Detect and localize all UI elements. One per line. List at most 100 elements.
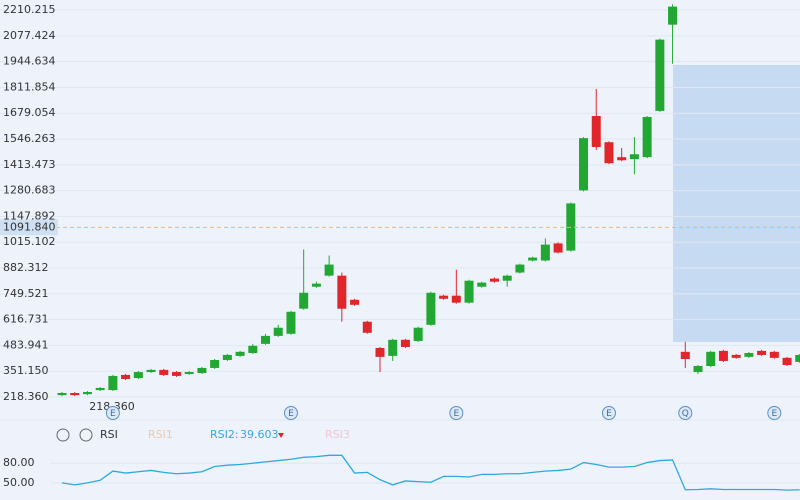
dropdown-arrow[interactable] [278,433,284,438]
y-tick-label: 1147.892 [3,209,56,222]
y-tick-label: 483.941 [3,338,49,351]
y-tick-label: 50.00 [3,476,35,489]
candle-body [400,339,410,347]
candle-body [706,351,716,367]
candle-body [273,327,283,336]
candle-body [70,393,80,396]
candle-body [782,357,792,366]
legend-entry[interactable]: RSI2: [210,428,239,441]
candle-body [604,142,614,164]
rsi-line [61,454,800,491]
candle-body [375,347,385,357]
y-tick-label: 1944.634 [3,55,56,68]
y-tick-label: 616.731 [3,313,49,326]
legend-entry[interactable]: RSI1 [148,428,173,441]
candle-body [528,257,538,261]
candle-body [477,282,487,287]
candle-body [413,327,423,341]
close-icon[interactable] [79,428,93,442]
y-tick-label: 218.360 [3,390,49,403]
candle-body [718,350,728,361]
candle-body [451,295,461,303]
candle-body [362,321,372,333]
candle-body [159,369,169,375]
selection-box [673,65,800,342]
candle-body [769,351,779,358]
candle-body [744,352,754,357]
candle-body [95,387,105,391]
y-tick-label: 80.00 [3,456,35,469]
candle-body [133,372,143,379]
candle-body [439,295,449,299]
event-marker[interactable] [678,406,693,420]
y-tick-label: 1546.263 [3,132,56,145]
candle-body [235,351,245,356]
event-label[interactable]: E [288,409,294,419]
candle-body [311,283,321,287]
y-tick-label: 1280.683 [3,184,56,197]
y-tick-label: 2210.215 [3,3,56,16]
event-label[interactable]: E [110,409,116,419]
candle-body [210,359,220,368]
candle-body [795,354,800,362]
candle-body [184,372,194,374]
candle-body [515,264,525,273]
candle-body [629,154,639,160]
candle-body [693,366,703,373]
candle-body [731,354,741,358]
event-marker[interactable] [283,406,298,420]
event-label[interactable]: E [606,409,612,419]
candle-body [248,345,258,353]
candle-body [350,299,360,305]
candle-body [655,39,665,111]
candle-body [337,275,347,309]
current-price-box [0,219,58,236]
candle-body [591,115,601,148]
candle-body [668,6,678,25]
candle-body [426,292,436,325]
candle-body [171,372,181,376]
y-tick-label: 1015.102 [3,235,56,248]
candle-body [553,243,563,253]
candle-body [197,367,207,373]
candle-body [617,157,627,161]
candle-body [502,275,512,281]
candle-body [261,335,271,344]
current-price-label: 1091.840 [3,220,56,233]
candle-body [286,311,296,334]
candle-body [680,351,690,360]
candle-body [146,369,156,373]
legend-value: 39.603 [240,428,279,441]
candle-body [464,280,474,303]
candle-body [324,264,334,276]
candle-body [222,354,232,360]
candle-body [642,116,652,158]
candle-body [57,393,67,396]
event-marker[interactable] [767,406,782,420]
candle-body [489,278,499,282]
candle-body [388,339,398,356]
candle-body [757,350,767,355]
event-label[interactable]: E [453,409,459,419]
candle-body [299,292,309,309]
candle-body [108,375,118,391]
y-tick-label: 882.312 [3,261,49,274]
event-marker[interactable] [449,406,464,420]
y-tick-label: 351.150 [3,364,49,377]
event-marker[interactable] [601,406,616,420]
legend-entry[interactable]: RSI3 [325,428,350,441]
event-label[interactable]: E [771,409,777,419]
y-tick-label: 749.521 [3,287,49,300]
y-tick-label: 1679.054 [3,106,56,119]
event-marker[interactable] [105,406,120,420]
y-tick-label: 1811.854 [3,80,56,93]
settings-icon[interactable] [56,428,70,442]
event-label[interactable]: Q [682,409,689,419]
y-tick-label: 1413.473 [3,158,56,171]
candle-body [579,138,589,191]
candle-body [121,374,131,380]
candle-body [82,392,92,395]
candle-body [540,244,550,261]
